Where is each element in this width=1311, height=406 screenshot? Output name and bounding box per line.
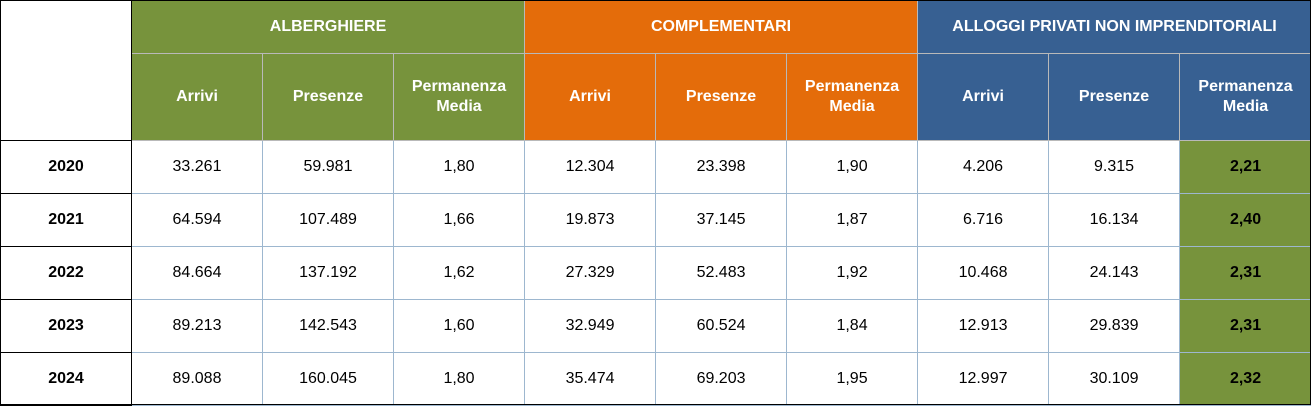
complementari-permanenza-cell: 1,87 [787,194,918,247]
year-cell: 2021 [1,194,132,247]
corner-cell [1,1,132,141]
permanenza-line2: Media [829,98,874,115]
alloggi-arrivi-cell: 4.206 [918,141,1049,194]
alloggi-permanenza-cell-highlighted: 2,31 [1180,247,1311,300]
col-header-presenze: Presenze [263,54,394,141]
complementari-presenze-cell: 69.203 [656,353,787,406]
table-row: 2024 89.088 160.045 1,80 35.474 69.203 1… [1,353,1311,406]
alloggi-arrivi-cell: 10.468 [918,247,1049,300]
complementari-arrivi-cell: 12.304 [525,141,656,194]
column-header-row: Arrivi Presenze Permanenza Media Arrivi P… [1,54,1311,141]
alloggi-arrivi-cell: 6.716 [918,194,1049,247]
complementari-permanenza-cell: 1,95 [787,353,918,406]
alberghiere-presenze-cell: 137.192 [263,247,394,300]
table-row: 2022 84.664 137.192 1,62 27.329 52.483 1… [1,247,1311,300]
alloggi-permanenza-cell-highlighted: 2,31 [1180,300,1311,353]
col-header-arrivi: Arrivi [525,54,656,141]
year-cell: 2022 [1,247,132,300]
alloggi-arrivi-cell: 12.997 [918,353,1049,406]
alberghiere-permanenza-cell: 1,80 [394,141,525,194]
alloggi-presenze-cell: 29.839 [1049,300,1180,353]
complementari-permanenza-cell: 1,92 [787,247,918,300]
alberghiere-permanenza-cell: 1,60 [394,300,525,353]
alberghiere-arrivi-cell: 64.594 [132,194,263,247]
permanenza-line2: Media [436,98,481,115]
permanenza-line1: Permanenza [1198,78,1292,95]
alloggi-presenze-cell: 16.134 [1049,194,1180,247]
permanenza-line1: Permanenza [412,78,506,95]
alberghiere-arrivi-cell: 33.261 [132,141,263,194]
complementari-presenze-cell: 23.398 [656,141,787,194]
complementari-presenze-cell: 60.524 [656,300,787,353]
group-header-row: ALBERGHIERE COMPLEMENTARI ALLOGGI PRIVAT… [1,1,1311,54]
alloggi-presenze-cell: 24.143 [1049,247,1180,300]
complementari-arrivi-cell: 32.949 [525,300,656,353]
table-row: 2023 89.213 142.543 1,60 32.949 60.524 1… [1,300,1311,353]
permanenza-line1: Permanenza [805,78,899,95]
complementari-presenze-cell: 37.145 [656,194,787,247]
year-cell: 2020 [1,141,132,194]
col-header-permanenza-media: Permanenza Media [394,54,525,141]
group-header-alloggi-privati: ALLOGGI PRIVATI NON IMPRENDITORIALI [918,1,1311,54]
year-cell: 2024 [1,353,132,406]
alberghiere-permanenza-cell: 1,80 [394,353,525,406]
col-header-presenze: Presenze [656,54,787,141]
alberghiere-presenze-cell: 59.981 [263,141,394,194]
alloggi-presenze-cell: 30.109 [1049,353,1180,406]
complementari-presenze-cell: 52.483 [656,247,787,300]
col-header-arrivi: Arrivi [132,54,263,141]
complementari-arrivi-cell: 19.873 [525,194,656,247]
table-row: 2020 33.261 59.981 1,80 12.304 23.398 1,… [1,141,1311,194]
alberghiere-presenze-cell: 142.543 [263,300,394,353]
complementari-arrivi-cell: 35.474 [525,353,656,406]
alberghiere-presenze-cell: 160.045 [263,353,394,406]
alberghiere-permanenza-cell: 1,66 [394,194,525,247]
alloggi-permanenza-cell-highlighted: 2,32 [1180,353,1311,406]
alberghiere-arrivi-cell: 89.088 [132,353,263,406]
alberghiere-arrivi-cell: 84.664 [132,247,263,300]
complementari-arrivi-cell: 27.329 [525,247,656,300]
col-header-permanenza-media: Permanenza Media [787,54,918,141]
alloggi-permanenza-cell-highlighted: 2,40 [1180,194,1311,247]
group-header-complementari: COMPLEMENTARI [525,1,918,54]
alloggi-permanenza-cell-highlighted: 2,21 [1180,141,1311,194]
alloggi-arrivi-cell: 12.913 [918,300,1049,353]
alloggi-presenze-cell: 9.315 [1049,141,1180,194]
col-header-arrivi: Arrivi [918,54,1049,141]
table-row: 2021 64.594 107.489 1,66 19.873 37.145 1… [1,194,1311,247]
col-header-presenze: Presenze [1049,54,1180,141]
alberghiere-permanenza-cell: 1,62 [394,247,525,300]
alberghiere-arrivi-cell: 89.213 [132,300,263,353]
permanenza-line2: Media [1223,98,1268,115]
alberghiere-presenze-cell: 107.489 [263,194,394,247]
year-cell: 2023 [1,300,132,353]
complementari-permanenza-cell: 1,84 [787,300,918,353]
group-header-alberghiere: ALBERGHIERE [132,1,525,54]
col-header-permanenza-media: Permanenza Media [1180,54,1311,141]
complementari-permanenza-cell: 1,90 [787,141,918,194]
